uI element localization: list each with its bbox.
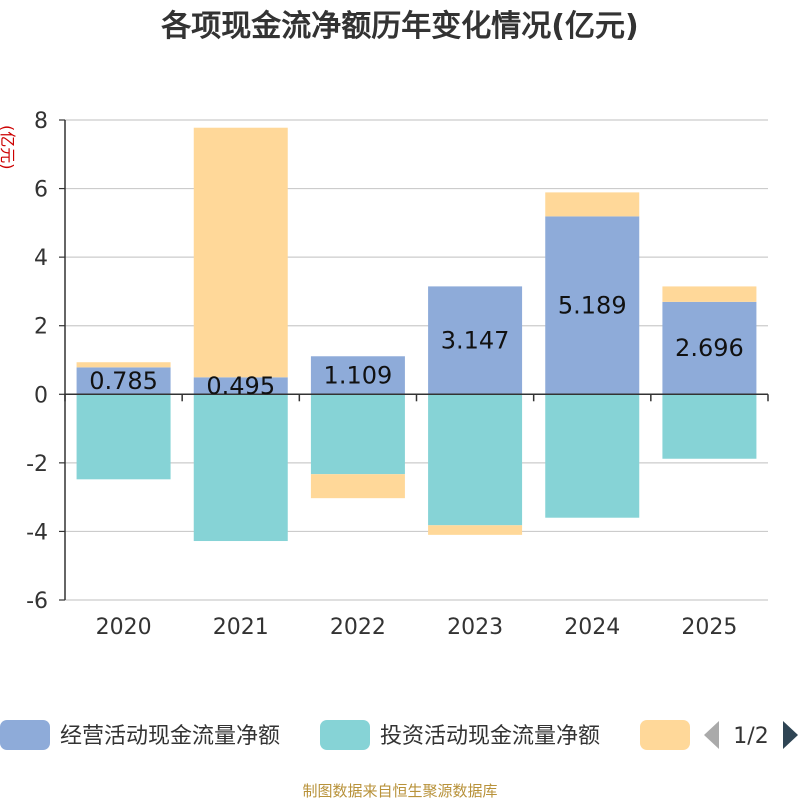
bar-2-2025 <box>662 394 757 459</box>
legend-label: 经营活动现金流量净额 <box>60 724 280 749</box>
bars <box>76 127 757 542</box>
legend-swatch-operating <box>0 720 50 750</box>
x-tick-label: 2020 <box>96 615 152 640</box>
data-label: 2.696 <box>675 334 744 362</box>
bar-2-2021 <box>193 394 288 542</box>
legend-prev-icon[interactable] <box>704 721 719 749</box>
y-tick-label: -4 <box>26 520 48 545</box>
legend-swatch-third <box>640 720 690 750</box>
x-tick-label: 2025 <box>681 615 737 640</box>
bar-3-2023 <box>428 525 523 535</box>
legend-label: 投资活动现金流量净额 <box>380 724 600 749</box>
x-tick-label: 2021 <box>213 615 269 640</box>
y-tick-label: -6 <box>26 589 48 614</box>
data-label: 3.147 <box>441 326 510 354</box>
data-label: 0.495 <box>206 372 275 400</box>
data-label: 0.785 <box>89 367 158 395</box>
y-tick-label: 4 <box>34 246 48 271</box>
x-tick-label: 2023 <box>447 615 503 640</box>
data-label: 5.189 <box>558 291 627 319</box>
bar-1-2020 <box>76 367 171 395</box>
y-tick-label: 8 <box>34 109 48 134</box>
y-axis-label: (亿元) <box>0 125 17 170</box>
bar-3-2024 <box>545 192 640 217</box>
legend-swatch-investing <box>320 720 370 750</box>
bar-1-2024 <box>545 216 640 395</box>
legend: 经营活动现金流量净额 投资活动现金流量净额 1/2 <box>0 720 798 750</box>
bar-3-2021 <box>193 127 288 378</box>
bar-3-2020 <box>76 362 171 368</box>
bar-2-2020 <box>76 394 171 480</box>
y-tick-label: -2 <box>26 452 48 477</box>
bar-3-2025 <box>662 286 757 302</box>
source-footnote: 制图数据来自恒生聚源数据库 <box>302 782 497 800</box>
bar-1-2023 <box>428 286 523 395</box>
y-tick-label: 2 <box>34 315 48 340</box>
x-tick-label: 2022 <box>330 615 386 640</box>
bar-2-2022 <box>310 394 405 475</box>
data-labels: 0.785 0.495 1.109 3.147 5.189 2.696 <box>89 291 744 399</box>
bar-3-2022 <box>310 474 405 499</box>
bar-1-2021 <box>193 377 288 395</box>
data-label: 1.109 <box>324 361 393 389</box>
bar-2-2024 <box>545 394 640 518</box>
x-tick-label: 2024 <box>564 615 620 640</box>
y-tick-label: 0 <box>34 383 48 408</box>
axes: 8 6 4 2 0 -2 -4 -6 2020 2021 2022 2023 2024 2025 <box>26 109 769 640</box>
bar-2-2023 <box>428 394 523 526</box>
bar-1-2022 <box>310 356 405 395</box>
chart-title: 各项现金流净额历年变化情况(亿元) <box>160 9 638 44</box>
y-tick-label: 6 <box>34 178 48 203</box>
legend-page-indicator: 1/2 <box>733 724 768 749</box>
bar-1-2025 <box>662 301 757 395</box>
legend-next-icon[interactable] <box>783 721 798 749</box>
